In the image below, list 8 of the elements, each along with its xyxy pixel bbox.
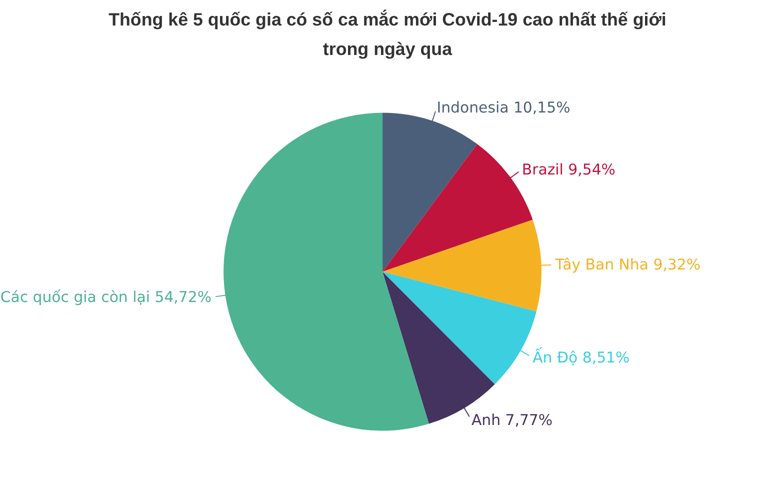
slice-label: Tây Ban Nha 9,32% <box>554 256 701 274</box>
slice-label: Anh 7,77% <box>471 410 553 429</box>
chart-title: Thống kê 5 quốc gia có số ca mắc mới Covid-19 cao nhất thế giới trong ngày qua <box>108 9 666 60</box>
slice-label: Indonesia 10,15% <box>436 98 570 117</box>
pie-slice <box>382 112 478 272</box>
slice-label: Các quốc gia còn lại 54,72% <box>0 288 212 306</box>
slice-label: Brazil 9,54% <box>522 160 616 178</box>
slice-label: Ấn Độ 8,51% <box>532 346 630 366</box>
